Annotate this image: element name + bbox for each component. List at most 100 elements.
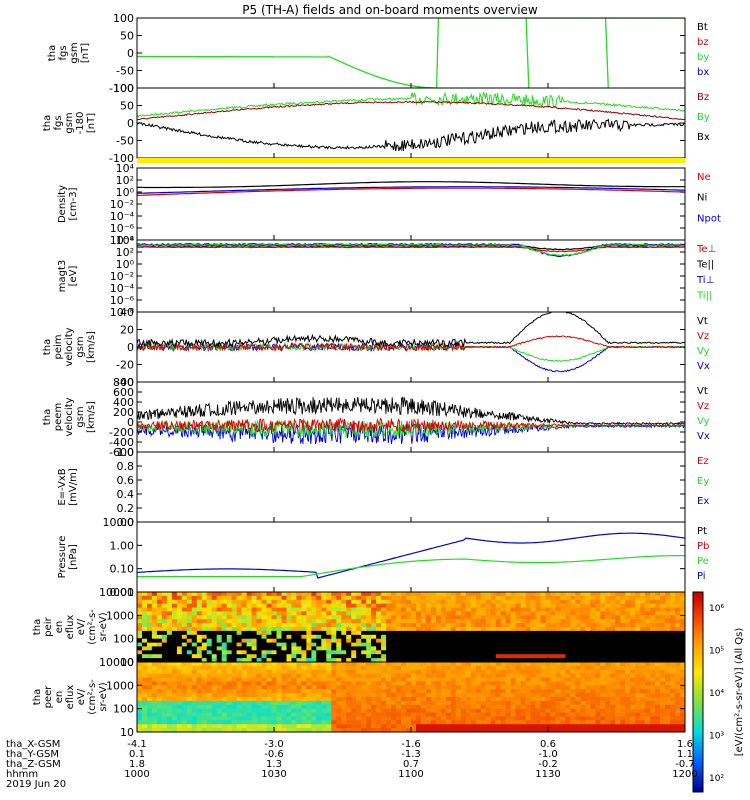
- y-tick-label: 1.00: [110, 539, 135, 552]
- x-row-value: -4.1: [127, 739, 147, 750]
- y-axis-label: eflux: [65, 685, 76, 710]
- Vt-series-line: [137, 312, 685, 348]
- x-row-value: -1.6: [401, 739, 421, 750]
- y-tick-label: -200: [109, 426, 134, 439]
- y-axis-label: tha: [47, 45, 58, 61]
- y-tick-label: 50: [120, 100, 134, 113]
- y-axis-label: [mV/m]: [68, 468, 79, 506]
- colorbar-label: [eV/(cm²-s-sr-eV)] (All Qs): [734, 628, 745, 757]
- y-axis-label: gsm: [64, 112, 75, 133]
- y-axis-label: gsm: [75, 336, 86, 357]
- x-row-value: -0.6: [264, 749, 284, 760]
- legend-vx: Vx: [697, 361, 710, 372]
- y-tick-label: 600: [113, 386, 134, 399]
- y-axis-label: eV/: [76, 618, 87, 635]
- panel-2: 100 50 0 -50 -100 tha fgs gsm -180 [nT] Bz By Bx: [42, 82, 710, 165]
- panel-9-plot: [137, 592, 685, 662]
- y-tick-label: 0.10: [110, 563, 135, 576]
- Ni-series-line: [137, 181, 685, 189]
- legend-ti⊥: Ti⊥: [696, 275, 714, 286]
- panel-7-frame: [136, 451, 686, 523]
- legend-te||: Te||: [696, 260, 714, 271]
- y-axis-label: tha: [42, 115, 53, 131]
- x-row-value: 0.7: [403, 759, 419, 770]
- y-axis-label: [nPa]: [68, 544, 79, 570]
- x-row-value: -0.2: [538, 759, 558, 770]
- panel-4-frame: [136, 239, 686, 313]
- Pi-series-line: [137, 532, 685, 579]
- legend-ne: Ne: [697, 172, 711, 183]
- yellow-flag-bar: [137, 158, 685, 163]
- y-tick-label: -50: [116, 65, 134, 78]
- y-tick-label: 10: [120, 656, 134, 669]
- panel-8-frame: [136, 521, 686, 593]
- colorbar-gradient: [692, 591, 704, 793]
- y-axis-label: velocity: [64, 397, 75, 436]
- x-row-value: -1.0: [538, 749, 558, 760]
- x-row-value: 1.8: [129, 759, 145, 770]
- colorbar-tick-label: 10³: [709, 732, 724, 742]
- y-axis-label: -180: [75, 112, 86, 135]
- y-tick-label: 0: [127, 416, 134, 429]
- legend-bz: bz: [697, 37, 709, 48]
- y-tick-label: 1000: [106, 609, 134, 622]
- y-axis-label: fgs: [58, 45, 69, 60]
- y-axis-label: [eV]: [68, 266, 79, 287]
- y-tick-label: -100: [109, 152, 134, 165]
- colorbar-tick-label: 10⁶: [709, 604, 724, 614]
- legend-vz: Vz: [697, 401, 709, 412]
- y-tick-label: 0: [127, 117, 134, 130]
- y-tick-label: 50: [120, 30, 134, 43]
- x-row-label: tha_X-GSM: [6, 739, 60, 750]
- y-tick-label: 0.2: [117, 502, 135, 515]
- y-tick-label: 10⁻²: [110, 198, 134, 211]
- y-axis-label: magt3: [57, 260, 68, 293]
- y-tick-label: 10⁻⁸: [110, 306, 135, 319]
- colorbar-tick-label: 10²: [709, 774, 724, 784]
- panel-5: 40 20 0 -20 -40 tha peim velocity gsm [km/s] Vt Vz V…: [42, 306, 710, 389]
- y-axis-label: sr-eV): [98, 682, 109, 711]
- Vz-series-line: [137, 417, 685, 434]
- y-axis-label: (cm²-s-: [87, 609, 98, 645]
- y-tick-label: 10⁴: [116, 234, 135, 247]
- legend-bt: Bt: [697, 22, 708, 33]
- y-tick-label: 10²: [116, 246, 134, 259]
- y-tick-label: 1.0: [117, 446, 135, 459]
- y-axis-label: [nT]: [86, 113, 97, 133]
- legend-npot: Npot: [697, 213, 721, 224]
- y-axis-label: en: [54, 691, 65, 704]
- x-date-label: 2019 Jun 20: [6, 779, 66, 790]
- y-tick-label: 400: [113, 396, 134, 409]
- y-tick-label: 10000: [99, 586, 134, 599]
- y-tick-label: 100: [113, 633, 134, 646]
- legend-ex: Ex: [697, 496, 709, 507]
- x-row-value: 1030: [261, 769, 286, 780]
- y-tick-label: 10: [120, 726, 134, 739]
- legend-vy: Vy: [697, 346, 710, 357]
- panel-10: 10000 1000 100 10 tha peer en eflux eV/(cm²-s-sr…: [32, 656, 686, 739]
- panel-8: 10.00 1.00 0.10 0.01 Pressure [nPa] Pt Pb Pe Pi: [57, 516, 709, 599]
- y-axis-label: [nT]: [80, 43, 91, 63]
- y-tick-label: 1000: [106, 679, 134, 692]
- x-row-value: 0.1: [129, 749, 145, 760]
- y-axis-label: peem: [53, 403, 64, 431]
- x-row-value: 1.6: [677, 739, 693, 750]
- legend-te⊥: Te⊥: [696, 244, 716, 255]
- y-tick-label: 0.01: [110, 586, 135, 599]
- x-row-value: -3.0: [264, 739, 284, 750]
- y-axis-label: tha: [32, 619, 43, 635]
- y-tick-label: 0: [127, 341, 134, 354]
- y-axis-label: gsm: [69, 42, 80, 63]
- panel-2-plot: [137, 91, 685, 152]
- y-tick-label: 0.8: [117, 460, 135, 473]
- Bz-series-line: [137, 100, 685, 121]
- legend-by: by: [697, 52, 709, 63]
- y-tick-label: -100: [109, 82, 134, 95]
- y-axis-label: eV/: [76, 688, 87, 705]
- by-spike-1: [525, 18, 530, 88]
- panel-10-plot: [137, 662, 685, 732]
- y-tick-label: 10⁻⁴: [110, 210, 135, 223]
- y-tick-label: 10⁻⁶: [110, 222, 135, 235]
- y-tick-label: -20: [116, 359, 134, 372]
